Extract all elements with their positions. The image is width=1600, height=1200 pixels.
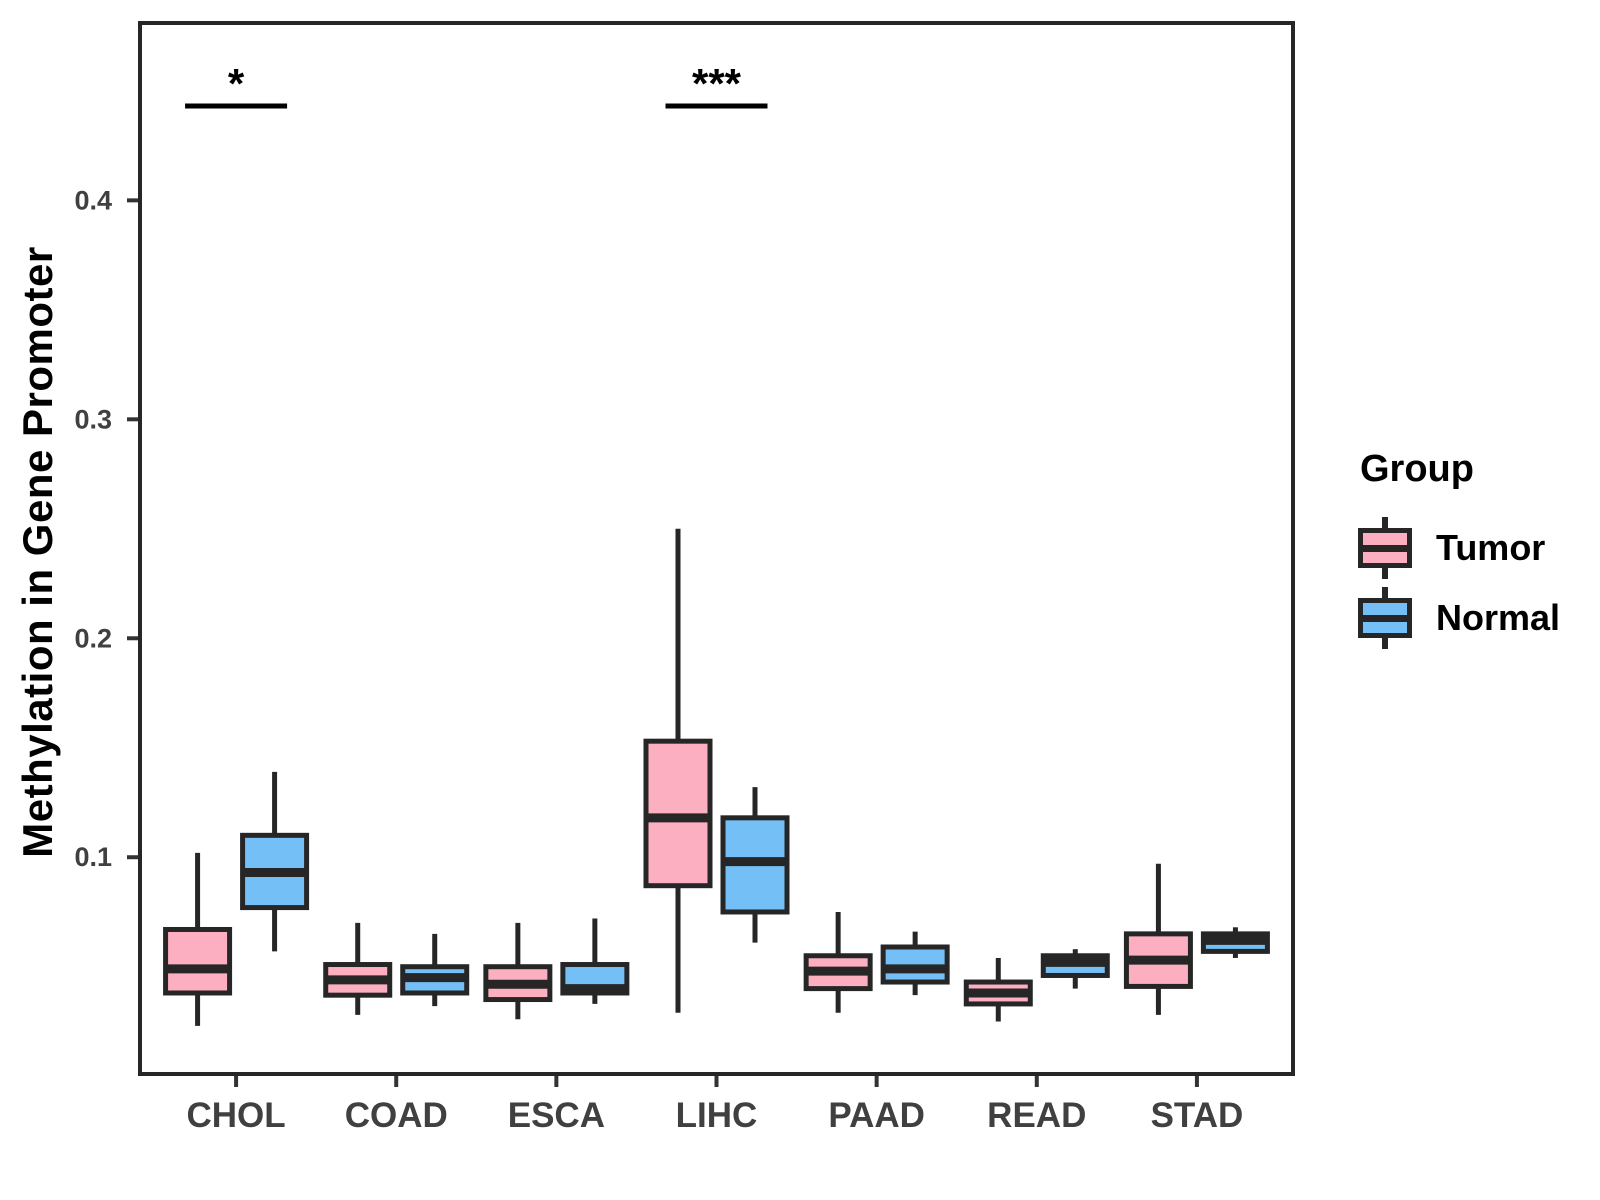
normal-boxplot-key-icon <box>1358 587 1412 649</box>
box-READ-Tumor <box>963 957 1033 1022</box>
legend-item-tumor: Tumor <box>1358 513 1560 583</box>
iqr-box <box>163 926 233 996</box>
box-COAD-Tumor <box>323 922 393 1015</box>
legend: Group Tumor Normal <box>1358 448 1560 653</box>
box-COAD-Normal <box>400 933 470 1007</box>
box-STAD-Tumor <box>1123 863 1193 1015</box>
y-tick-label: 0.4 <box>74 185 112 215</box>
legend-label-normal: Normal <box>1436 597 1561 638</box>
box-LIHC-Normal <box>720 787 790 943</box>
tumor-boxplot-key-icon <box>1358 517 1412 579</box>
significance-CHOL: * <box>185 60 288 109</box>
box-PAAD-Normal <box>880 931 950 996</box>
box-PAAD-Tumor <box>803 911 873 1013</box>
x-tick-label: READ <box>987 1096 1086 1135</box>
y-tick-label: 0.3 <box>74 404 112 434</box>
x-tick-label: PAAD <box>828 1096 925 1135</box>
x-tick-label: LIHC <box>676 1096 758 1135</box>
x-tick-label: STAD <box>1151 1096 1244 1135</box>
significance-stars: *** <box>692 60 742 107</box>
box-ESCA-Normal <box>560 918 630 1004</box>
box-CHOL-Tumor <box>163 852 233 1026</box>
x-tick-label: ESCA <box>508 1096 605 1135</box>
box-READ-Normal <box>1040 949 1110 989</box>
x-tick-label: COAD <box>345 1096 448 1135</box>
legend-label-tumor: Tumor <box>1436 527 1546 568</box>
box-LIHC-Tumor <box>643 528 713 1013</box>
box-STAD-Normal <box>1200 927 1270 958</box>
legend-title: Group <box>1360 448 1474 490</box>
x-tick-label: CHOL <box>187 1096 286 1135</box>
panel-border <box>138 21 1295 1076</box>
y-tick-label: 0.2 <box>74 623 112 653</box>
y-tick-label: 0.1 <box>74 842 112 872</box>
y-axis-title: Methylation in Gene Promoter <box>14 246 61 858</box>
box-ESCA-Tumor <box>483 922 553 1020</box>
significance-stars: * <box>228 60 245 107</box>
significance-LIHC: *** <box>665 60 768 109</box>
box-CHOL-Normal <box>240 771 310 952</box>
legend-item-normal: Normal <box>1358 583 1560 653</box>
